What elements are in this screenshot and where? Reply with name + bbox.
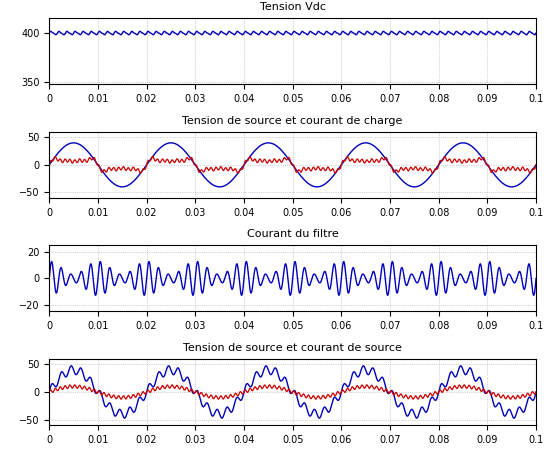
Title: Courant du filtre: Courant du filtre bbox=[247, 229, 339, 239]
Title: Tension Vdc: Tension Vdc bbox=[260, 2, 325, 12]
Title: Tension de source et courant de source: Tension de source et courant de source bbox=[183, 343, 402, 353]
Title: Tension de source et courant de charge: Tension de source et courant de charge bbox=[183, 116, 403, 126]
